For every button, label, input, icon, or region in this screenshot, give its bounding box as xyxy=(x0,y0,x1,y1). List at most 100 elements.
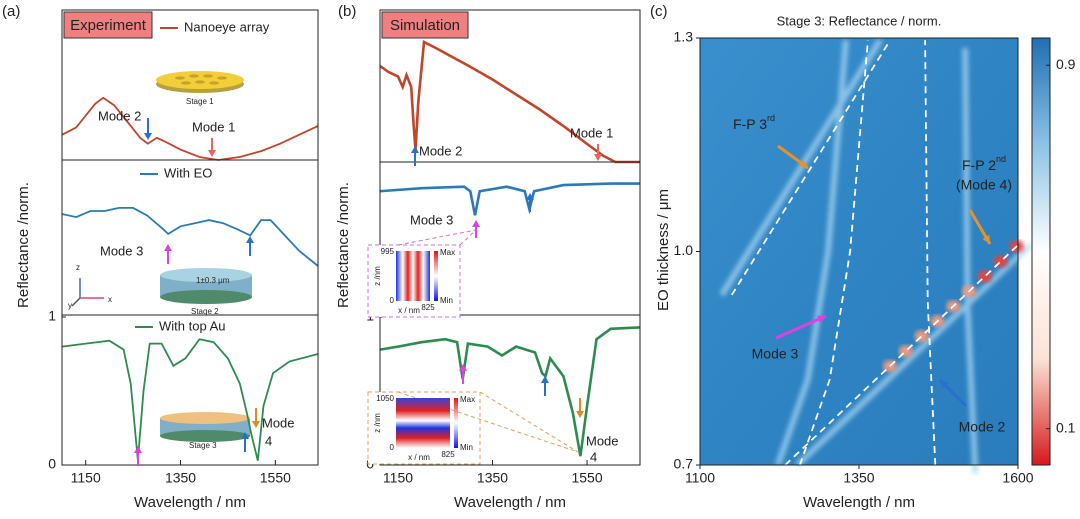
annotation: y xyxy=(68,301,72,310)
series-line xyxy=(379,182,640,216)
inset-label: 1050 xyxy=(376,394,394,403)
field-map xyxy=(396,251,430,301)
arrow-head xyxy=(472,220,480,227)
annotation: z xyxy=(76,263,80,272)
arrow-head xyxy=(541,376,549,383)
annotation: Mode 3 xyxy=(100,243,143,258)
inset-label: 825 xyxy=(441,450,455,459)
x-tick-label: 1150 xyxy=(71,470,101,486)
y-tick-label: 1.3 xyxy=(674,29,694,45)
panel-label: (a) xyxy=(2,3,20,20)
series-line xyxy=(61,338,319,461)
panel-label: (c) xyxy=(650,3,668,20)
axis-triad xyxy=(71,278,104,307)
y-axis-label: EO thickness / μm xyxy=(655,189,672,311)
y-axis-label: Reflectance /norm. xyxy=(335,182,352,308)
arrow-head xyxy=(252,421,260,428)
inset-label: 825 xyxy=(421,303,435,312)
arrow-head xyxy=(576,411,584,418)
annotation: Stage 3 xyxy=(189,441,217,450)
y-tick-label: 1.0 xyxy=(674,242,694,258)
arrow-head xyxy=(817,315,826,323)
annotation-sup: nd xyxy=(996,154,1006,164)
annotation-text: F-P 2 xyxy=(962,157,996,173)
arrow-head xyxy=(940,380,949,389)
annotation: F-P 3rd xyxy=(733,113,775,131)
annotation: (Mode 4) xyxy=(956,177,1012,193)
annotation: Mode 1 xyxy=(192,119,235,134)
annotation: Mode xyxy=(586,433,619,448)
annotation: Mode 1 xyxy=(570,125,613,140)
field-scale xyxy=(434,251,438,301)
reflectance-bands xyxy=(719,38,1033,474)
band xyxy=(719,38,883,297)
x-axis-label: Wavelength / nm xyxy=(803,494,915,511)
tag: Experiment xyxy=(70,17,147,34)
annotation: F-P 2nd xyxy=(962,154,1006,172)
y-tick-label: 0.7 xyxy=(674,456,694,472)
inset-pointer xyxy=(397,229,477,246)
series-line xyxy=(379,39,640,164)
guide-line xyxy=(784,244,1019,466)
annotation-text: F-P 3 xyxy=(733,116,767,132)
arrow-head xyxy=(134,446,142,453)
arrow-head xyxy=(459,364,467,371)
tag: Simulation xyxy=(390,17,460,34)
x-tick-label: 1100 xyxy=(685,470,715,486)
inset-label: Max xyxy=(460,395,475,404)
band xyxy=(795,242,1033,468)
tag-box xyxy=(63,11,153,39)
guide-line xyxy=(799,40,869,466)
annotation: Mode 2 xyxy=(419,143,462,158)
inset-label: 995 xyxy=(381,247,395,256)
guide-line xyxy=(731,39,891,296)
panel-label: (b) xyxy=(338,3,356,20)
annotation: Mode 3 xyxy=(752,346,799,362)
arrow-head xyxy=(246,236,254,243)
tag-box xyxy=(381,11,469,39)
x-tick-label: 1350 xyxy=(165,470,196,486)
arrow-head xyxy=(526,193,534,200)
x-tick-label: 1550 xyxy=(571,470,602,486)
x-axis-label: Wavelength / nm xyxy=(454,494,566,511)
y-tick-label: 1 xyxy=(48,308,56,324)
colorbar-tick-label: 0.9 xyxy=(1056,56,1076,72)
arrow-head xyxy=(982,235,990,244)
annotation-sup: rd xyxy=(767,113,775,123)
x-tick-label: 1150 xyxy=(383,470,413,486)
x-axis-label: Wavelength / nm xyxy=(134,494,246,511)
annotation: x xyxy=(108,295,112,304)
x-tick-label: 1600 xyxy=(1002,470,1033,486)
inset-label: z /nm xyxy=(373,266,382,286)
legend-label: Nanoeye array xyxy=(184,19,270,34)
pointer-arrow xyxy=(775,314,827,340)
annotation: 1±0.3 μm xyxy=(196,276,230,285)
stage-1-illustration xyxy=(156,71,244,93)
x-tick-label: 1550 xyxy=(260,470,291,486)
colorbar-tick-label: 0.1 xyxy=(1056,419,1076,435)
chart-title: Stage 3: Reflectance / norm. xyxy=(777,13,942,28)
arrow-head xyxy=(144,133,152,140)
stage-3-illustration xyxy=(160,412,250,442)
annotation: Stage 1 xyxy=(186,97,214,106)
series-line xyxy=(379,326,641,457)
arrow-head xyxy=(799,160,808,168)
legend-label: With top Au xyxy=(159,318,225,333)
inset-label: Min xyxy=(440,296,453,305)
stage-2-illustration xyxy=(160,268,252,304)
annotation: Stage 2 xyxy=(191,307,219,316)
inset-label: 0 xyxy=(390,296,395,305)
inset-label: Max xyxy=(440,248,455,257)
annotation: Mode xyxy=(262,415,295,430)
arrow-head xyxy=(164,244,172,251)
inset-label: x / nm xyxy=(398,306,420,315)
inset-label: Min xyxy=(460,443,473,452)
inset-label: x / nm xyxy=(408,453,430,462)
arrow-head xyxy=(208,150,216,157)
inset-pointer xyxy=(459,229,477,246)
field-map xyxy=(396,398,450,448)
annotation: Mode 2 xyxy=(959,419,1006,435)
inset-label: 0 xyxy=(390,443,395,452)
arrow-head xyxy=(241,432,249,439)
